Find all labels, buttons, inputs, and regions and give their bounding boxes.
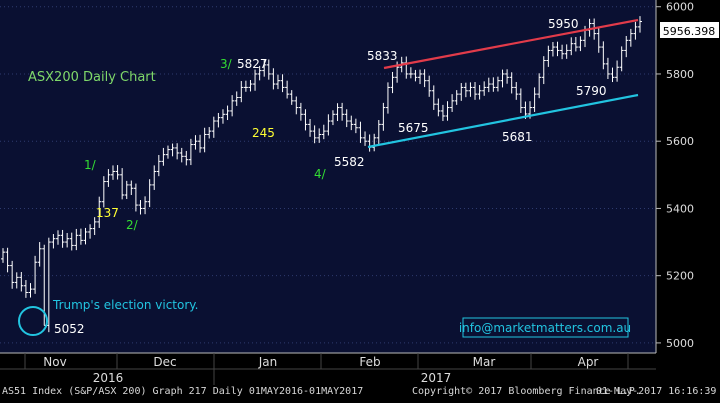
month-label-apr: Apr [578,355,599,369]
wave-label-1: 1/ [84,158,97,172]
price-label-5950: 5950 [548,17,579,31]
price-bars [1,16,642,333]
month-dividers [24,353,629,385]
y-tick-label-5400: 5400 [666,202,694,215]
y-axis-panel [656,0,720,385]
price-label-5827: 5827 [237,57,268,71]
grid-lines [0,6,656,344]
y-tick-label-6000: 6000 [666,1,694,14]
footer-ticker-info: AS51 Index (S&P/ASX 200) Graph 217 Daily… [2,386,364,397]
election-annotation: Trump's election victory. [52,298,199,312]
last-price-box [660,22,719,38]
price-label-5582: 5582 [334,155,365,169]
y-axis-ticks: 5000 5200 5400 5600 5800 6000 [656,1,694,350]
election-low-marker [18,306,48,336]
wave-label-4: 4/ [314,167,327,181]
month-label-feb: Feb [359,355,380,369]
month-label-dec: Dec [153,355,176,369]
price-label-5681: 5681 [502,130,533,144]
count-label-245: 245 [252,126,275,140]
resistance-trendline [383,18,639,70]
plot-background [0,0,656,353]
price-label-5833: 5833 [367,49,398,63]
last-price-label: 5956.398 [663,25,716,38]
website-box [462,317,629,338]
y-tick-label-5800: 5800 [666,68,694,81]
month-label-nov: Nov [43,355,66,369]
y-tick-label-5600: 5600 [666,135,694,148]
month-label-mar: Mar [473,355,496,369]
price-label-5675: 5675 [398,121,429,135]
price-label-5790: 5790 [576,84,607,98]
wave-label-3: 3/ [220,57,233,71]
support-trendline [367,93,639,149]
count-label-137: 137 [96,206,119,220]
footer-copyright: Copyright© 2017 Bloomberg Finance L.P. [412,386,641,397]
y-tick-label-5200: 5200 [666,270,694,283]
y-tick-label-5000: 5000 [666,337,694,350]
footer-timestamp: 01-May-2017 16:16:39 [596,386,717,397]
bloomberg-footer: AS51 Index (S&P/ASX 200) Graph 217 Daily… [0,385,720,403]
month-label-jan: Jan [258,355,278,369]
price-label-5052: 5052 [54,322,85,336]
year-label-2017: 2017 [421,371,452,385]
chart-title: ASX200 Daily Chart [28,70,156,85]
wave-label-2: 2/ [126,218,139,232]
year-label-2016: 2016 [93,371,124,385]
website-link[interactable]: info@marketmatters.com.au [459,321,631,335]
